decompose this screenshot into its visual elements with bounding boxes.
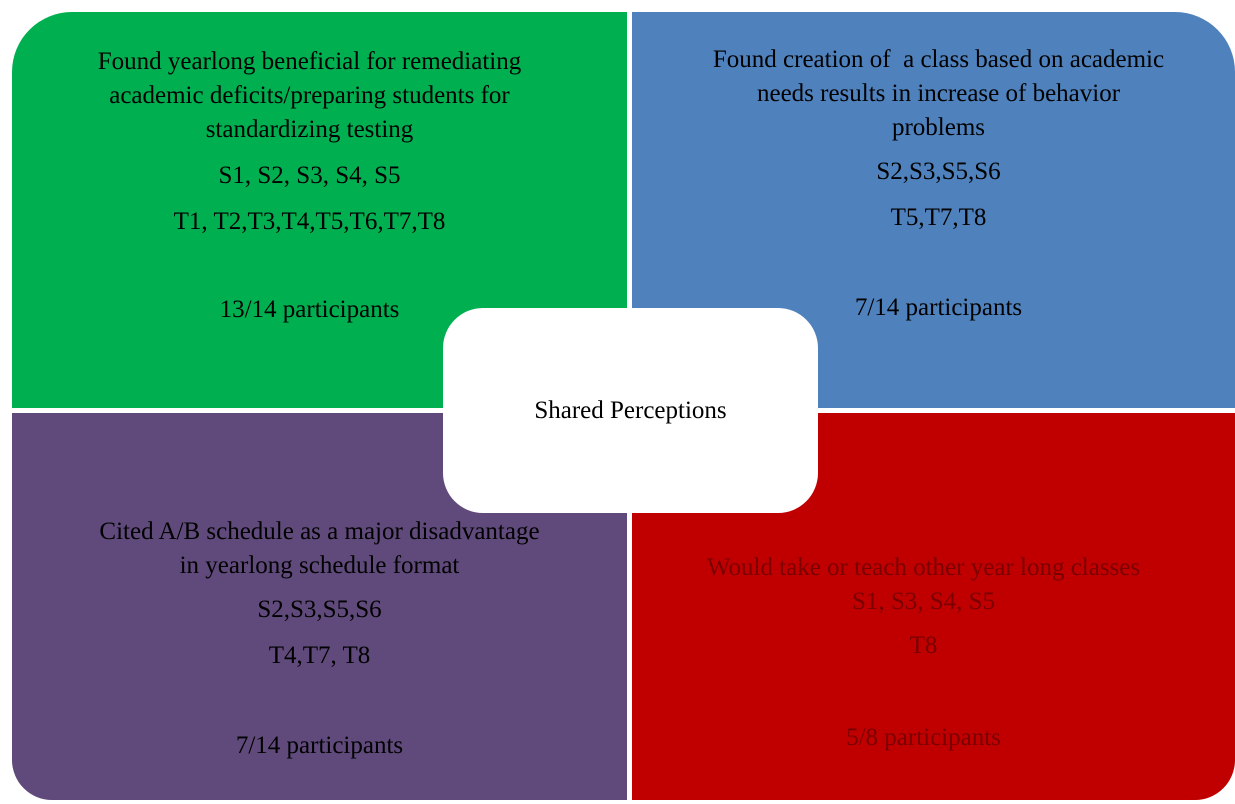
teachers: T1, T2,T3,T4,T5,T6,T7,T8 [173, 208, 446, 235]
students: S2,S3,S5,S6 [257, 596, 382, 623]
center-label: Shared Perceptions [443, 308, 818, 513]
teachers: T4,T7, T8 [268, 642, 371, 669]
quadrant: Found yearlong beneficial for remediatin… [12, 12, 627, 408]
participants: 7/14 participants [854, 294, 1023, 321]
quadrant-title: standardizing testing [205, 116, 414, 143]
quadrant-title: Found creation of a class based on acade… [712, 46, 1165, 73]
quadrant-title: problems [891, 114, 986, 141]
teachers: T5,T7,T8 [890, 204, 987, 231]
teachers: T8 [909, 632, 938, 659]
quadrant-title: Would take or teach other year long clas… [706, 554, 1141, 581]
students: S1, S2, S3, S4, S5 [218, 162, 401, 189]
participants: 7/14 participants [235, 732, 404, 759]
participants: 13/14 participants [219, 296, 400, 323]
quadrant-title: Found yearlong beneficial for remediatin… [97, 48, 522, 75]
participants: 5/8 participants [846, 724, 1001, 751]
quadrant-title: academic deficits/preparing students for [109, 82, 510, 109]
students: S2,S3,S5,S6 [876, 158, 1001, 185]
quadrant-title: needs results in increase of behavior [756, 80, 1121, 107]
quadrant-title: in yearlong schedule format [179, 552, 460, 579]
quadrant-title: Cited A/B schedule as a major disadvanta… [99, 518, 540, 545]
students: S1, S3, S4, S5 [851, 588, 996, 615]
